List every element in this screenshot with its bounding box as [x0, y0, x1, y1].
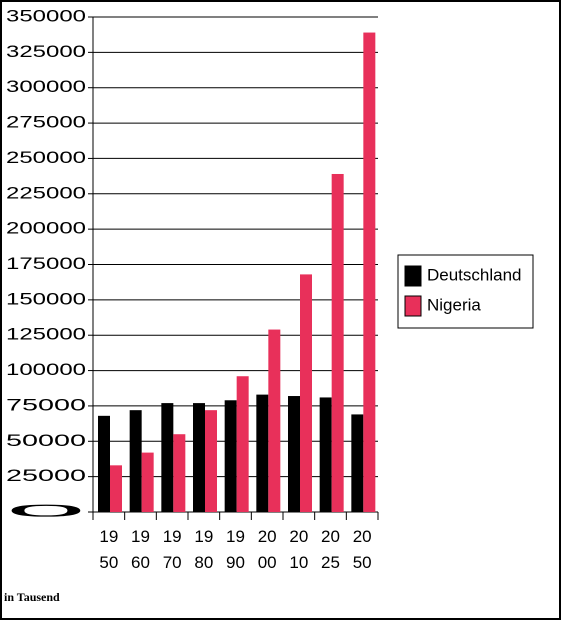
- bar: [331, 173, 344, 512]
- bar: [173, 434, 186, 512]
- bar: [351, 414, 364, 512]
- bar: [236, 376, 249, 512]
- bar: [363, 32, 376, 513]
- bar: [110, 465, 122, 512]
- bar: [268, 329, 281, 512]
- bar: [288, 396, 300, 512]
- x-tick-label: 1990: [226, 527, 245, 572]
- y-tick-label: 100000: [6, 360, 86, 379]
- y-tick-label: 350000: [6, 6, 86, 25]
- y-tick-label: 275000: [6, 113, 86, 132]
- y-tick-label: 250000: [6, 148, 86, 167]
- legend-swatch: [404, 265, 422, 287]
- bar: [193, 403, 205, 512]
- y-tick-label: 150000: [6, 289, 86, 308]
- bar: [98, 415, 110, 512]
- bar: [300, 274, 312, 512]
- x-tick-label: 2025: [321, 527, 340, 572]
- note: in Tausend: [4, 590, 60, 604]
- legend-label: Deutschland: [427, 265, 522, 284]
- x-tick-label: 2000: [257, 527, 277, 572]
- y-tick-label: 225000: [6, 183, 86, 202]
- y-tick-label: 125000: [6, 325, 86, 344]
- bar: [205, 410, 217, 512]
- bar: [256, 394, 269, 512]
- y-tick-label: 175000: [6, 254, 86, 273]
- x-tick-label: 2050: [352, 527, 372, 572]
- x-tick-label: 1970: [162, 527, 182, 572]
- x-tick-label: 1980: [194, 527, 214, 572]
- y-tick-label: 75000: [6, 395, 86, 414]
- y-tick-label: 0: [6, 501, 86, 520]
- bar: [224, 400, 237, 512]
- bar: [141, 452, 154, 512]
- x-tick-label: 1960: [131, 527, 150, 572]
- legend-label: Nigeria: [427, 295, 481, 314]
- bar: [161, 403, 174, 512]
- x-tick-label: 1950: [99, 527, 119, 572]
- bar: [319, 397, 332, 512]
- y-tick-label: 300000: [6, 77, 86, 96]
- bar: [129, 410, 142, 512]
- legend-swatch: [404, 295, 422, 317]
- y-tick-label: 325000: [6, 42, 86, 61]
- y-tick-label: 50000: [6, 431, 86, 450]
- y-tick-label: 200000: [6, 219, 86, 238]
- x-tick-label: 2010: [289, 527, 309, 572]
- y-tick-label: 25000: [6, 466, 86, 485]
